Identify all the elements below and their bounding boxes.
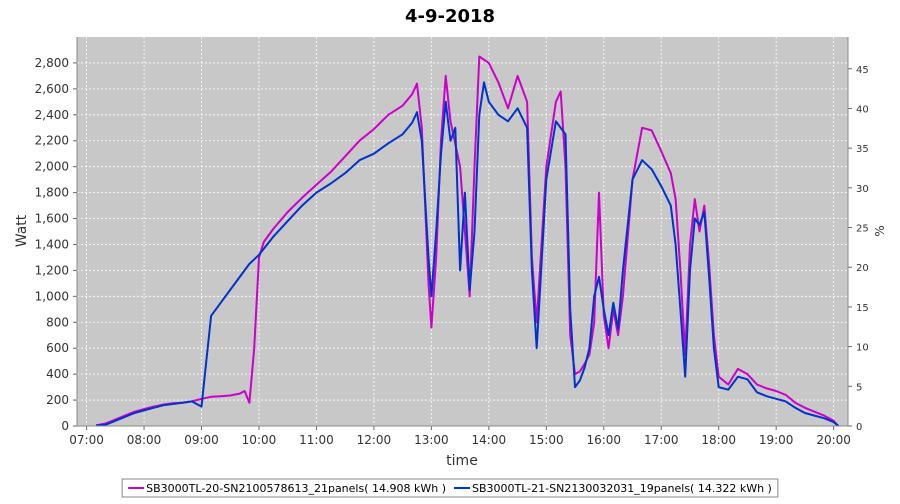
x-tick-label: 15:00 — [529, 433, 564, 447]
y-tick-label: 2,800 — [35, 56, 69, 70]
x-tick-label: 10:00 — [242, 433, 277, 447]
y2-tick-label: 20 — [856, 263, 869, 274]
y-tick-label: 1,600 — [35, 212, 69, 226]
y-tick-label: 2,200 — [35, 134, 69, 148]
y2-tick-label: 25 — [856, 224, 869, 235]
y-tick-label: 1,800 — [35, 186, 69, 200]
x-tick-label: 14:00 — [472, 433, 507, 447]
y-tick-label: 400 — [46, 367, 69, 381]
y2-tick-label: 0 — [856, 422, 862, 433]
y-tick-label: 800 — [46, 315, 69, 329]
y-axis-label: Watt — [14, 214, 30, 247]
x-tick-label: 07:00 — [69, 433, 104, 447]
x-tick-label: 08:00 — [127, 433, 162, 447]
series-lines — [95, 55, 840, 427]
x-tick-label: 17:00 — [644, 433, 679, 447]
y2-tick-label: 10 — [856, 343, 869, 354]
x-tick-label: 20:00 — [816, 433, 851, 447]
y-tick-label: 0 — [61, 419, 69, 433]
x-axis: 07:00 08:00 09:00 10:00 11:00 12:00 13:00 14:00… — [69, 425, 851, 447]
grid-lines — [77, 37, 848, 426]
x-tick-label: 19:00 — [759, 433, 794, 447]
legend-label: SB3000TL-21-SN2130032031_19panels( 14.32… — [472, 482, 772, 495]
x-tick-label: 13:00 — [414, 433, 449, 447]
y2-tick-label: 30 — [856, 184, 869, 195]
y-tick-label: 2,400 — [35, 108, 69, 122]
y-tick-label: 1,000 — [35, 289, 69, 303]
y-tick-label: 1,400 — [35, 237, 69, 251]
legend-item-2: SB3000TL-21-SN2130032031_19panels( 14.32… — [454, 482, 772, 495]
y-tick-label: 200 — [46, 393, 69, 407]
legend-box — [121, 478, 779, 498]
x-tick-label: 12:00 — [357, 433, 392, 447]
y-axis: 0 200 400 600 800 1,000 1,200 1,400 1,600 1,800 2,… — [35, 37, 78, 433]
y-tick-label: 1,200 — [35, 263, 69, 277]
y2-tick-label: 15 — [856, 303, 869, 314]
y-tick-label: 2,600 — [35, 82, 69, 96]
chart-title: 4-9-2018 — [405, 6, 495, 27]
y-tick-label: 600 — [46, 341, 69, 355]
x-tick-label: 11:00 — [299, 433, 334, 447]
x-tick-label: 18:00 — [701, 433, 736, 447]
y2-axis-label: % — [873, 225, 887, 236]
y2-tick-label: 40 — [856, 104, 869, 115]
legend-item-1: SB3000TL-20-SN2100578613_21panels( 14.90… — [128, 482, 446, 495]
legend: SB3000TL-20-SN2100578613_21panels( 14.90… — [121, 478, 779, 498]
y2-tick-label: 5 — [856, 382, 862, 393]
y2-axis: 0 5 10 15 20 25 30 35 40 45 — [847, 37, 869, 433]
x-tick-label: 16:00 — [586, 433, 621, 447]
legend-label: SB3000TL-20-SN2100578613_21panels( 14.90… — [146, 482, 446, 495]
y2-tick-label: 45 — [856, 65, 869, 76]
y2-tick-label: 35 — [856, 144, 869, 155]
series-line-2 — [96, 81, 840, 427]
x-tick-label: 09:00 — [184, 433, 219, 447]
x-axis-label: time — [446, 453, 478, 469]
y-tick-label: 2,000 — [35, 160, 69, 174]
